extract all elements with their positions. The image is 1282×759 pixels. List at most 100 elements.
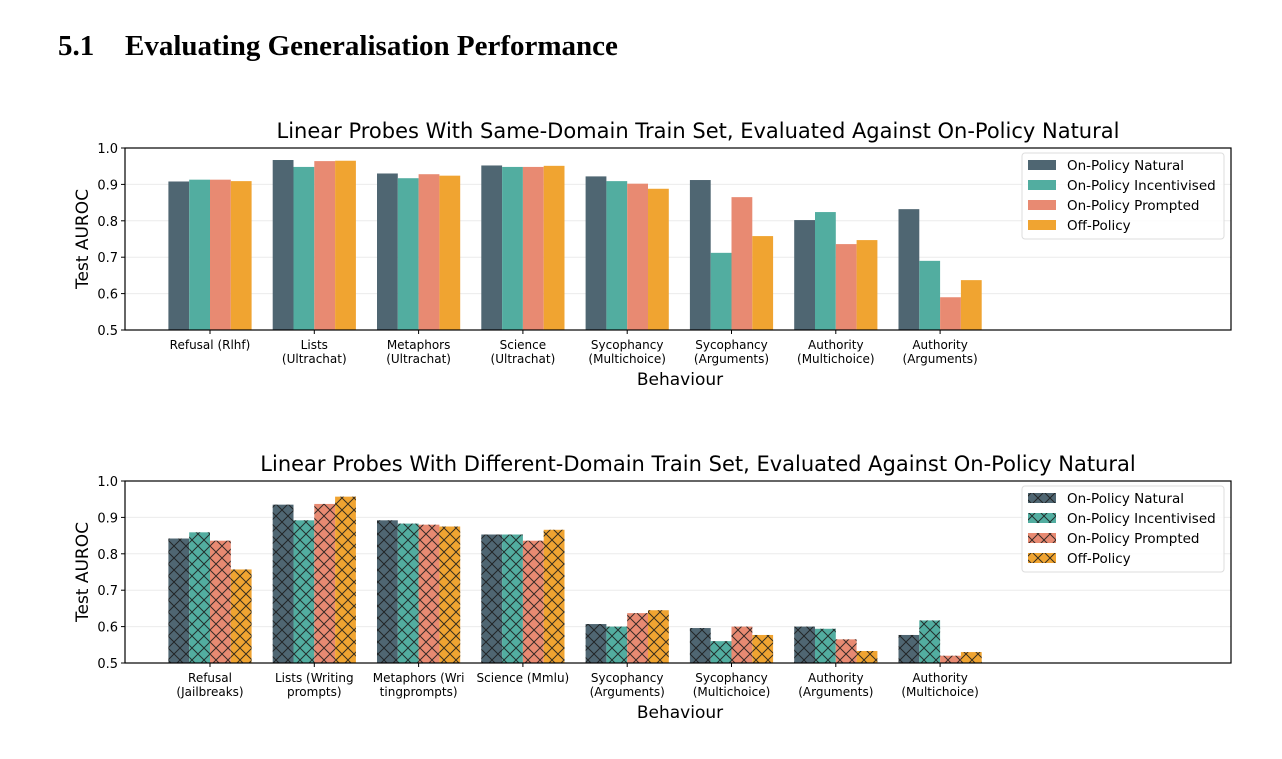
x-tick-label: (Ultrachat)	[386, 352, 451, 366]
x-tick-label: Refusal	[188, 671, 232, 685]
bar-hatch	[940, 655, 961, 663]
x-tick-label: Authority	[912, 338, 968, 352]
x-tick-label: (Multichoice)	[901, 685, 979, 699]
y-axis-label: Test AUROC	[73, 522, 93, 623]
bar-hatch	[648, 610, 669, 663]
x-tick-label: prompts)	[287, 685, 342, 699]
x-tick-label: Lists (Writing	[275, 671, 354, 685]
bar-hatch	[710, 641, 732, 663]
legend-swatch-hatch	[1028, 533, 1056, 543]
legend: On-Policy Natural On-Policy Incentivised O…	[1021, 152, 1225, 240]
x-tick-label: (Multichoice)	[797, 352, 875, 366]
x-tick-label: Refusal (Rlhf)	[170, 338, 251, 352]
legend-label: Off-Policy	[1067, 551, 1131, 567]
x-tick-label: (Arguments)	[694, 352, 769, 366]
y-tick-label: 0.7	[97, 584, 118, 599]
x-tick-label: (Arguments)	[590, 685, 665, 699]
section-number: 5.1	[58, 30, 95, 62]
legend-label: On-Policy Incentivised	[1067, 511, 1216, 527]
bar-hatch	[439, 526, 461, 663]
legend-swatch-hatch	[1028, 493, 1056, 503]
y-tick-label: 0.5	[97, 324, 118, 339]
legend-label: On-Policy Natural	[1067, 491, 1184, 507]
bar	[293, 166, 315, 330]
bar-hatch	[856, 650, 878, 663]
bar	[272, 160, 294, 330]
bar-hatch	[794, 626, 815, 663]
y-tick-label: 0.6	[97, 288, 118, 303]
y-tick-label: 1.0	[97, 475, 118, 490]
bar-hatch	[418, 524, 440, 663]
bar	[731, 197, 753, 330]
x-tick-label: Science	[500, 338, 547, 352]
bar	[585, 176, 607, 330]
x-tick-label: Sycophancy	[695, 671, 768, 685]
y-axis-label: Test AUROC	[73, 189, 93, 290]
x-tick-label: (Ultrachat)	[282, 352, 347, 366]
bar-hatch	[314, 503, 336, 663]
bar	[522, 166, 544, 330]
bar	[397, 178, 419, 330]
bar	[335, 160, 356, 330]
x-tick-label: (Multichoice)	[693, 685, 771, 699]
bar	[627, 183, 648, 330]
bar	[502, 166, 523, 330]
y-tick-label: 0.8	[97, 548, 118, 563]
legend-swatch	[1028, 160, 1056, 170]
bar-hatch	[543, 529, 565, 663]
bar	[835, 244, 857, 330]
plot-frame	[124, 480, 1232, 664]
bar	[940, 297, 961, 330]
bar-hatch	[502, 534, 523, 663]
legend-label: On-Policy Prompted	[1067, 531, 1199, 547]
bar-hatch	[210, 540, 231, 663]
y-tick-label: 1.0	[97, 142, 118, 157]
section-heading: 5.1 Evaluating Generalisation Performance	[58, 30, 618, 63]
y-tick-label: 0.7	[97, 251, 118, 266]
x-tick-label: (Multichoice)	[588, 352, 666, 366]
bar	[960, 280, 982, 330]
bar-hatch	[627, 613, 648, 663]
x-tick-label: (Ultrachat)	[491, 352, 556, 366]
bar-hatch	[397, 523, 419, 663]
bar	[377, 173, 398, 330]
legend-swatch-hatch	[1028, 553, 1056, 563]
plot-frame	[124, 147, 1232, 331]
y-tick-label: 0.9	[97, 511, 118, 526]
bar-hatch	[689, 628, 711, 663]
bar	[689, 180, 711, 330]
bar	[168, 181, 190, 330]
legend-label: On-Policy Natural	[1067, 158, 1184, 174]
x-tick-label: Metaphors (Wri	[373, 671, 465, 685]
section-title: Evaluating Generalisation Performance	[125, 30, 618, 62]
bar-hatch	[835, 639, 857, 663]
bar	[314, 161, 336, 330]
bar-hatch	[335, 496, 356, 663]
bar-hatch	[230, 569, 252, 663]
bar	[481, 165, 503, 330]
x-tick-label: Metaphors	[387, 338, 451, 352]
bar-hatch	[606, 626, 628, 663]
bar	[710, 252, 732, 330]
bar-hatch	[481, 534, 503, 663]
bar-hatch	[731, 626, 753, 663]
legend-swatch	[1028, 180, 1056, 190]
bar	[543, 165, 565, 330]
bar-hatch	[898, 634, 920, 663]
bar	[648, 188, 669, 330]
bar-hatch	[960, 652, 982, 663]
y-tick-label: 0.5	[97, 657, 118, 672]
legend-box	[1021, 152, 1225, 240]
x-axis-label: Behaviour	[637, 370, 723, 390]
y-tick-label: 0.6	[97, 621, 118, 636]
legend-box	[1021, 485, 1225, 573]
bar	[210, 179, 231, 330]
bar	[919, 260, 941, 330]
bar-hatch	[585, 624, 607, 663]
bar	[794, 220, 815, 330]
y-tick-label: 0.8	[97, 215, 118, 230]
different-domain-chart: 0.5 0.6 0.7 0.8 0.9 1.0 Refusal(Jailbreaks) Lis…	[73, 452, 1232, 723]
x-tick-label: (Arguments)	[798, 685, 873, 699]
